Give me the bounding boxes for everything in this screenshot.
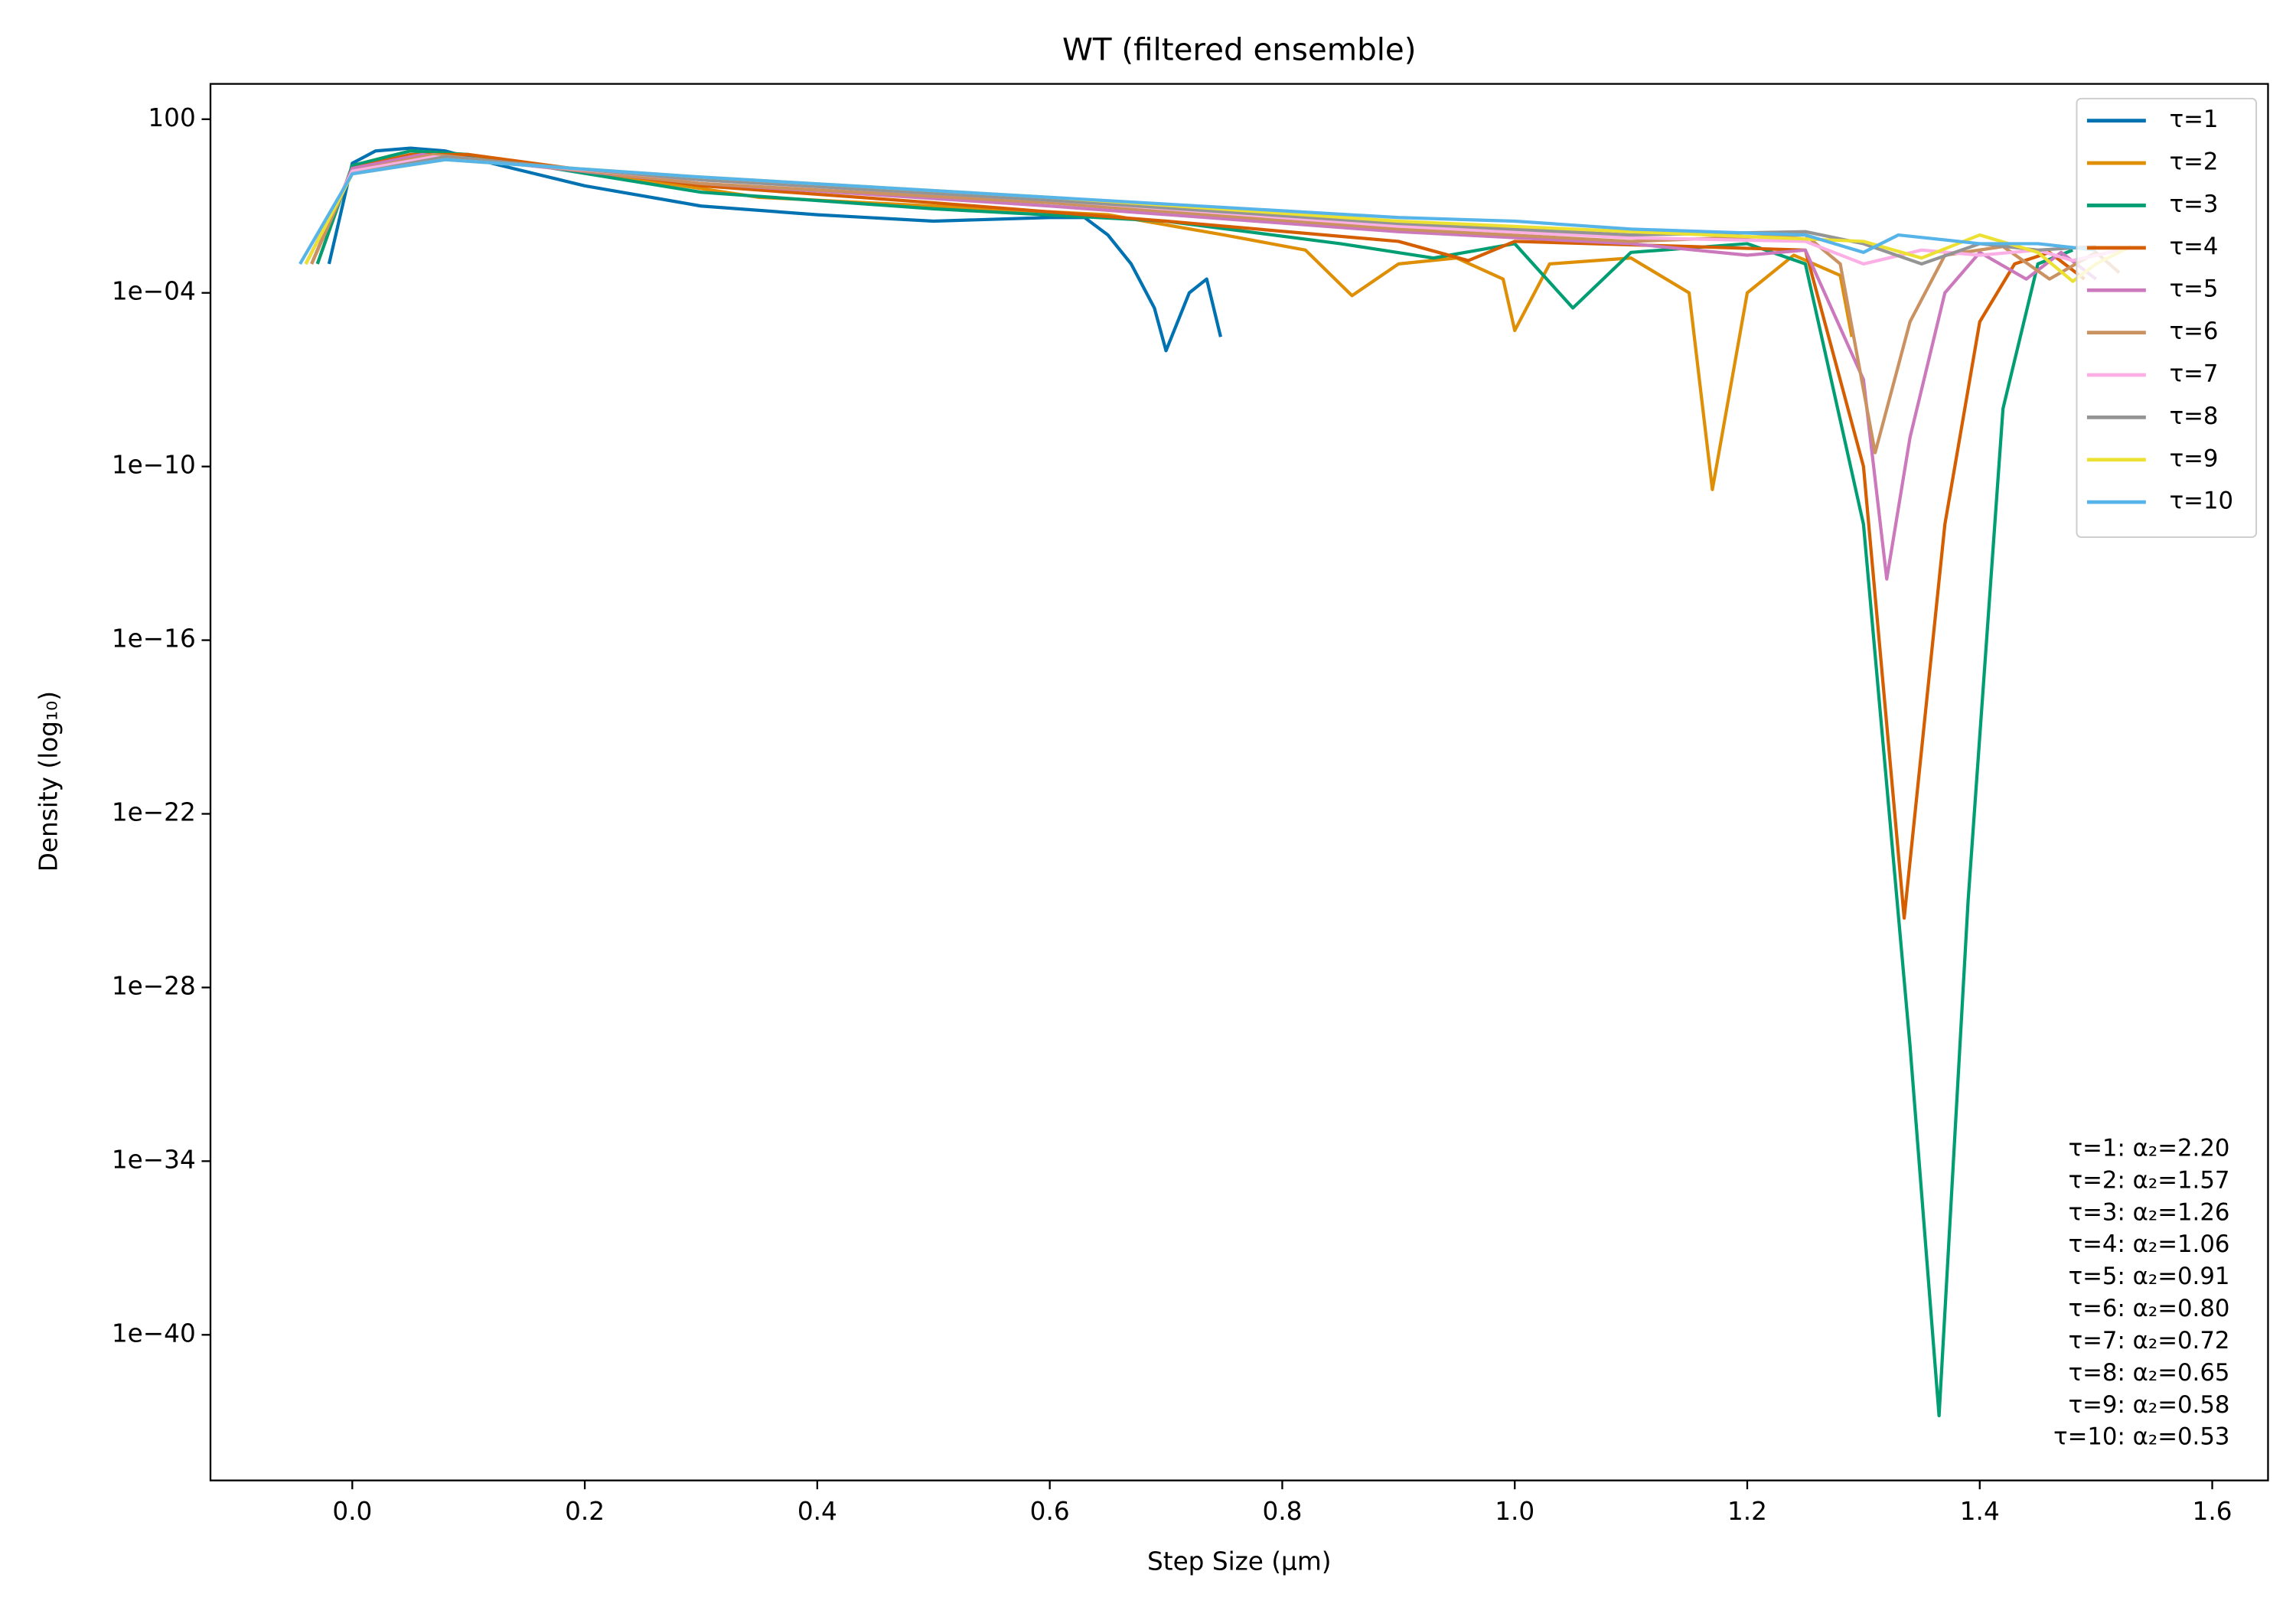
annotation: τ=8: α₂=0.65 bbox=[2069, 1359, 2230, 1387]
x-tick-label: 1.2 bbox=[1727, 1497, 1767, 1526]
annotation: τ=2: α₂=1.57 bbox=[2069, 1166, 2230, 1194]
legend-label: τ=10 bbox=[2170, 487, 2233, 515]
series-line bbox=[298, 158, 2096, 265]
annotation: τ=9: α₂=0.58 bbox=[2069, 1391, 2230, 1419]
legend-label: τ=1 bbox=[2170, 106, 2219, 133]
annotation: τ=1: α₂=2.20 bbox=[2069, 1134, 2230, 1162]
x-tick-label: 0.2 bbox=[565, 1497, 605, 1526]
y-tick-label: 1e−22 bbox=[112, 798, 196, 827]
x-axis-label: Step Size (μm) bbox=[1147, 1547, 1331, 1576]
legend-label: τ=8 bbox=[2170, 403, 2219, 430]
legend-label: τ=4 bbox=[2170, 233, 2219, 260]
x-tick-label: 0.8 bbox=[1262, 1497, 1302, 1526]
x-tick-label: 0.0 bbox=[332, 1497, 372, 1526]
y-tick-label: 1e−16 bbox=[112, 624, 196, 654]
legend-label: τ=9 bbox=[2170, 445, 2219, 472]
x-tick-label: 1.0 bbox=[1495, 1497, 1534, 1526]
chart-title: WT (filtered ensemble) bbox=[1062, 31, 1417, 67]
legend-label: τ=6 bbox=[2170, 318, 2219, 345]
annotation: τ=10: α₂=0.53 bbox=[2053, 1423, 2229, 1451]
x-tick-label: 0.6 bbox=[1030, 1497, 1070, 1526]
plot-frame bbox=[209, 83, 2269, 1482]
y-tick-label: 100 bbox=[148, 103, 195, 132]
legend-box bbox=[2076, 97, 2258, 538]
annotation: τ=7: α₂=0.72 bbox=[2069, 1327, 2230, 1354]
x-tick-label: 0.4 bbox=[797, 1497, 837, 1526]
legend-label: τ=7 bbox=[2170, 360, 2219, 388]
x-tick-label: 1.4 bbox=[1960, 1497, 2000, 1526]
legend-label: τ=5 bbox=[2170, 275, 2219, 303]
plot-area bbox=[298, 146, 2132, 1418]
legend-label: τ=3 bbox=[2170, 191, 2219, 218]
x-tick-label: 1.6 bbox=[2193, 1497, 2232, 1526]
annotation: τ=3: α₂=1.26 bbox=[2069, 1198, 2230, 1226]
y-tick-label: 1e−28 bbox=[112, 971, 196, 1000]
y-tick-label: 1e−04 bbox=[112, 277, 196, 306]
y-tick-label: 1e−10 bbox=[112, 451, 196, 480]
series-line bbox=[327, 146, 1222, 353]
y-axis-label: Density (log₁₀) bbox=[34, 691, 63, 872]
legend-label: τ=2 bbox=[2170, 148, 2219, 176]
y-tick-label: 1e−40 bbox=[112, 1319, 196, 1348]
series-line bbox=[310, 152, 2086, 920]
annotation: τ=5: α₂=0.91 bbox=[2069, 1263, 2230, 1290]
annotation: τ=6: α₂=0.80 bbox=[2069, 1295, 2230, 1322]
y-tick-label: 1e−34 bbox=[112, 1145, 196, 1174]
annotation: τ=4: α₂=1.06 bbox=[2069, 1231, 2230, 1258]
